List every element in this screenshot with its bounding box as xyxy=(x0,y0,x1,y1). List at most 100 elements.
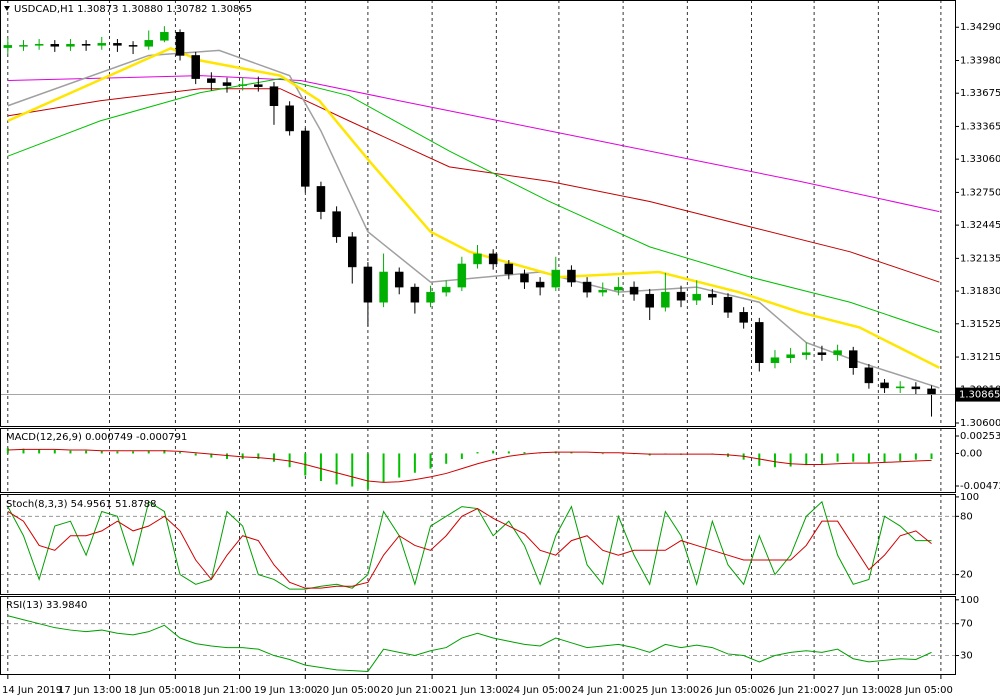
macd-bar xyxy=(805,453,808,466)
candle-body xyxy=(520,273,529,283)
macd-bar xyxy=(194,453,197,456)
macd-bar xyxy=(523,452,526,454)
candle-body xyxy=(316,186,326,212)
x-tick-label: 17 Jun 13:00 xyxy=(58,685,122,696)
indicator-line xyxy=(7,78,940,333)
candle-body xyxy=(222,82,232,86)
indicator-line xyxy=(7,75,940,213)
candle-body xyxy=(676,291,686,301)
x-tick-label: 24 Jun 21:00 xyxy=(572,685,636,696)
macd-bar xyxy=(38,449,41,454)
macd-bar xyxy=(429,453,432,469)
indicator-line xyxy=(7,500,932,590)
macd-bar xyxy=(852,453,855,462)
candle-body xyxy=(755,322,764,363)
candle-body xyxy=(457,263,467,288)
macd-bar xyxy=(914,453,917,460)
candle-body xyxy=(848,350,858,369)
candle-body xyxy=(614,286,623,291)
candle-body xyxy=(238,84,247,86)
candle-body xyxy=(426,291,435,303)
macd-bar xyxy=(6,447,9,454)
candle-body xyxy=(34,44,44,46)
candle-body xyxy=(582,281,592,293)
y-tick-label: 70 xyxy=(960,619,973,630)
macd-bar xyxy=(257,453,260,459)
candle-body xyxy=(410,286,420,303)
chart-title: USDCAD,H1 1.30873 1.30880 1.30782 1.3086… xyxy=(14,4,252,15)
macd-bar xyxy=(116,451,119,454)
candle-body xyxy=(441,286,451,293)
candle-body xyxy=(473,253,482,265)
y-tick-label: 100 xyxy=(960,492,979,503)
macd-bar xyxy=(492,450,495,454)
macd-bar xyxy=(867,453,870,464)
candle-body xyxy=(629,286,639,295)
macd-bar xyxy=(413,453,416,473)
macd-bar xyxy=(445,453,448,464)
x-tick-label: 20 Jun 21:00 xyxy=(381,685,445,696)
macd-bar xyxy=(132,451,135,454)
y-tick-label: 1.33675 xyxy=(960,88,1000,99)
macd-bar xyxy=(382,453,385,483)
y-tick-label: 1.32750 xyxy=(960,187,1000,198)
indicator-line xyxy=(7,88,940,283)
macd-bar xyxy=(53,450,56,454)
y-tick-label: 1.31525 xyxy=(960,319,1000,330)
y-tick-label: 1.31830 xyxy=(960,286,1000,297)
candle-body xyxy=(661,291,670,308)
y-tick-label: 1.34290 xyxy=(960,22,1000,33)
candle-body xyxy=(645,293,654,308)
candle-body xyxy=(3,45,13,48)
candle-body xyxy=(160,32,169,41)
macd-bar xyxy=(507,451,510,454)
candle-body xyxy=(285,105,294,132)
candle-body xyxy=(708,293,717,298)
macd-bar xyxy=(163,450,166,454)
candle-body xyxy=(207,78,216,83)
y-tick-label: 1.33980 xyxy=(960,55,1000,66)
y-tick-label: 1.30600 xyxy=(960,418,1000,429)
y-tick-label: 20 xyxy=(960,570,973,581)
y-tick-label: 0.002535 xyxy=(960,431,1000,442)
macd-bar xyxy=(476,452,479,454)
candle-body xyxy=(770,357,780,363)
candle-body xyxy=(363,266,373,303)
candle-body xyxy=(880,382,889,389)
y-tick-label: 80 xyxy=(960,511,973,522)
candle-body xyxy=(301,130,310,187)
macd-bar xyxy=(69,450,72,454)
stoch-title: Stoch(8,3,3) 54.9561 51.8788 xyxy=(6,499,157,510)
candle-body xyxy=(598,289,607,293)
price-label: 1.30865 xyxy=(959,390,1000,401)
y-tick-label: 30 xyxy=(960,651,973,662)
x-tick-label: 18 Jun 21:00 xyxy=(188,685,252,696)
candle-body xyxy=(254,84,263,87)
macd-title: MACD(12,26,9) 0.000749 -0.000791 xyxy=(6,432,187,443)
y-tick-label: 1.32445 xyxy=(960,220,1000,231)
y-tick-label: 1.33365 xyxy=(960,121,1000,132)
candle-body xyxy=(911,386,921,390)
macd-bar xyxy=(570,452,573,454)
x-tick-label: 21 Jun 13:00 xyxy=(445,685,509,696)
candle-body xyxy=(50,44,60,47)
macd-bar xyxy=(85,450,88,454)
indicator-line xyxy=(7,615,932,672)
macd-bar xyxy=(366,453,369,490)
y-tick-label: -0.004726 xyxy=(960,481,1000,492)
candle-body xyxy=(739,312,748,323)
x-tick-label: 25 Jun 13:00 xyxy=(636,685,700,696)
panel-frame xyxy=(0,0,956,427)
candle-body xyxy=(379,271,388,303)
x-tick-label: 19 Jun 13:00 xyxy=(254,685,318,696)
candle-body xyxy=(504,263,514,275)
y-tick-label: 0.00 xyxy=(960,448,982,459)
macd-bar xyxy=(319,453,322,482)
y-tick-label: 1.31215 xyxy=(960,352,1000,363)
macd-bar xyxy=(820,453,823,464)
candle-body xyxy=(927,388,936,395)
macd-bar xyxy=(601,453,604,455)
candle-body xyxy=(128,45,138,47)
